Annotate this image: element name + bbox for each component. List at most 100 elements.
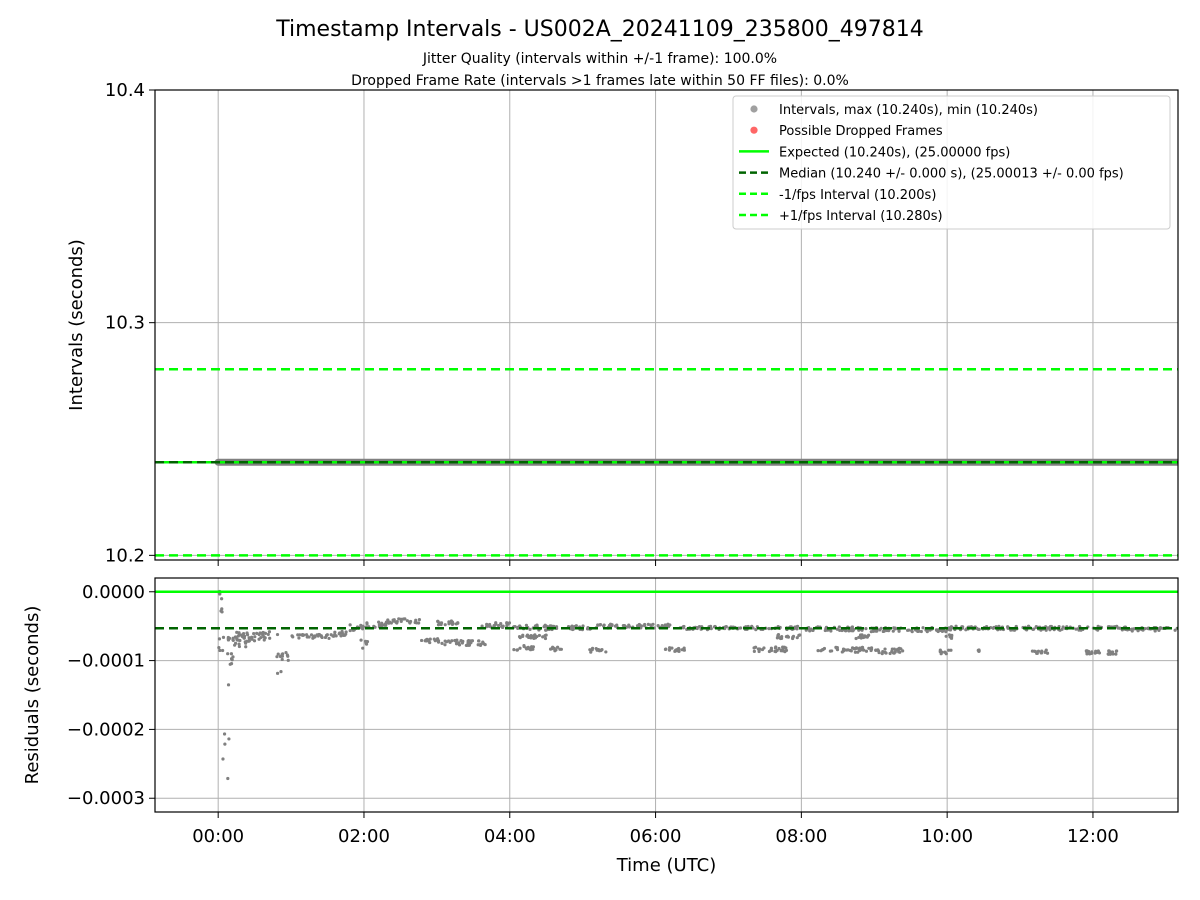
residual-point xyxy=(309,633,314,637)
residual-point xyxy=(535,624,539,628)
residuals-y-axis-label: Residuals (seconds) xyxy=(22,606,43,785)
residual-point xyxy=(392,618,396,622)
residual-point xyxy=(613,624,618,628)
residual-point xyxy=(443,623,447,627)
bottom-reference-lines xyxy=(155,590,1178,630)
residual-cluster-34 xyxy=(874,647,900,656)
legend-item-1: Possible Dropped Frames xyxy=(750,124,943,139)
residual-point xyxy=(581,624,585,628)
residual-point xyxy=(1153,629,1157,633)
residual-point xyxy=(1087,649,1091,654)
intervals-y-axis-label: Intervals (seconds) xyxy=(66,239,87,411)
residual-point xyxy=(331,634,336,638)
residual-point xyxy=(949,648,953,652)
residual-point xyxy=(444,640,449,644)
residual-point xyxy=(553,649,557,653)
residual-point xyxy=(496,623,501,628)
bottom-y-tick-label-1: −0.0001 xyxy=(67,651,145,672)
residual-point xyxy=(250,635,254,639)
residual-point xyxy=(479,642,483,646)
residual-cluster-9 xyxy=(290,632,331,641)
residual-cluster-2 xyxy=(217,635,226,653)
residual-point xyxy=(1110,650,1115,654)
residual-point xyxy=(830,649,834,653)
residual-point xyxy=(1114,652,1118,656)
residual-cluster-40 xyxy=(1030,648,1050,655)
legend-item-0: Intervals, max (10.240s), min (10.240s) xyxy=(750,103,1038,118)
residual-point xyxy=(338,631,342,635)
residual-point xyxy=(950,625,954,630)
residual-point xyxy=(849,649,853,653)
residual-point xyxy=(543,633,547,638)
residual-point xyxy=(476,643,480,647)
residual-point xyxy=(221,635,226,639)
residual-point xyxy=(245,633,250,637)
residual-point xyxy=(891,629,895,633)
residual-point xyxy=(665,624,669,628)
residual-cluster-26 xyxy=(663,646,686,654)
residual-point xyxy=(876,648,880,652)
residual-point xyxy=(521,634,525,638)
residual-point xyxy=(934,628,939,632)
legend-label-2: Expected (10.240s), (25.00000 fps) xyxy=(779,145,1010,160)
residual-point xyxy=(258,631,262,635)
residual-point xyxy=(340,631,344,635)
residual-point xyxy=(380,621,384,625)
residual-point xyxy=(791,634,796,638)
residual-point xyxy=(226,637,230,641)
residual-point xyxy=(757,649,761,654)
chart-title: Timestamp Intervals - US002A_20241109_23… xyxy=(275,17,924,42)
residual-point xyxy=(278,654,283,659)
residual-cluster-12 xyxy=(359,638,370,650)
residual-cluster-28 xyxy=(752,645,789,654)
residual-point xyxy=(244,645,248,649)
residual-point xyxy=(440,641,444,645)
residual-point xyxy=(977,649,981,654)
residual-point xyxy=(255,631,259,635)
x-tick-label-6: 12:00 xyxy=(1067,826,1119,847)
residual-point xyxy=(226,683,231,687)
residual-point xyxy=(450,622,455,626)
residual-point xyxy=(290,634,294,638)
residual-point xyxy=(860,645,864,649)
legend-item-3: Median (10.240 +/- 0.000 s), (25.00013 +… xyxy=(739,167,1124,182)
residual-point xyxy=(811,628,815,632)
residual-point xyxy=(413,620,417,625)
x-tick-label-2: 04:00 xyxy=(484,826,536,847)
residual-point xyxy=(910,630,914,634)
legend-item-2: Expected (10.240s), (25.00000 fps) xyxy=(739,145,1010,160)
residual-cluster-3 xyxy=(221,683,231,781)
residual-point xyxy=(949,636,954,640)
residual-point xyxy=(853,650,858,654)
residual-point xyxy=(218,648,222,653)
residual-point xyxy=(639,624,644,628)
residual-point xyxy=(675,649,679,653)
bottom-axes-frame xyxy=(154,577,1179,813)
residual-point xyxy=(443,643,447,647)
top-y-tick-label-1: 10.3 xyxy=(105,313,145,334)
residual-point xyxy=(470,639,475,643)
residual-point xyxy=(505,622,509,626)
residual-point xyxy=(821,647,825,652)
residual-point xyxy=(784,646,788,650)
residual-point xyxy=(305,635,309,639)
residual-point xyxy=(284,650,288,655)
residual-point xyxy=(220,597,224,601)
residual-point xyxy=(275,671,280,675)
residual-point xyxy=(784,634,789,639)
residual-point xyxy=(319,634,323,638)
residual-point xyxy=(459,639,463,643)
residual-point xyxy=(775,636,780,640)
residual-point xyxy=(869,648,873,653)
residual-point xyxy=(1173,628,1177,632)
residual-point xyxy=(635,624,640,628)
residual-point xyxy=(528,627,532,632)
residual-cluster-37 xyxy=(944,633,954,640)
x-tick-label-3: 06:00 xyxy=(630,826,682,847)
residual-point xyxy=(940,650,944,654)
residual-point xyxy=(663,647,668,651)
residual-point xyxy=(428,637,432,641)
residual-point xyxy=(947,648,951,652)
residual-point xyxy=(268,636,272,640)
